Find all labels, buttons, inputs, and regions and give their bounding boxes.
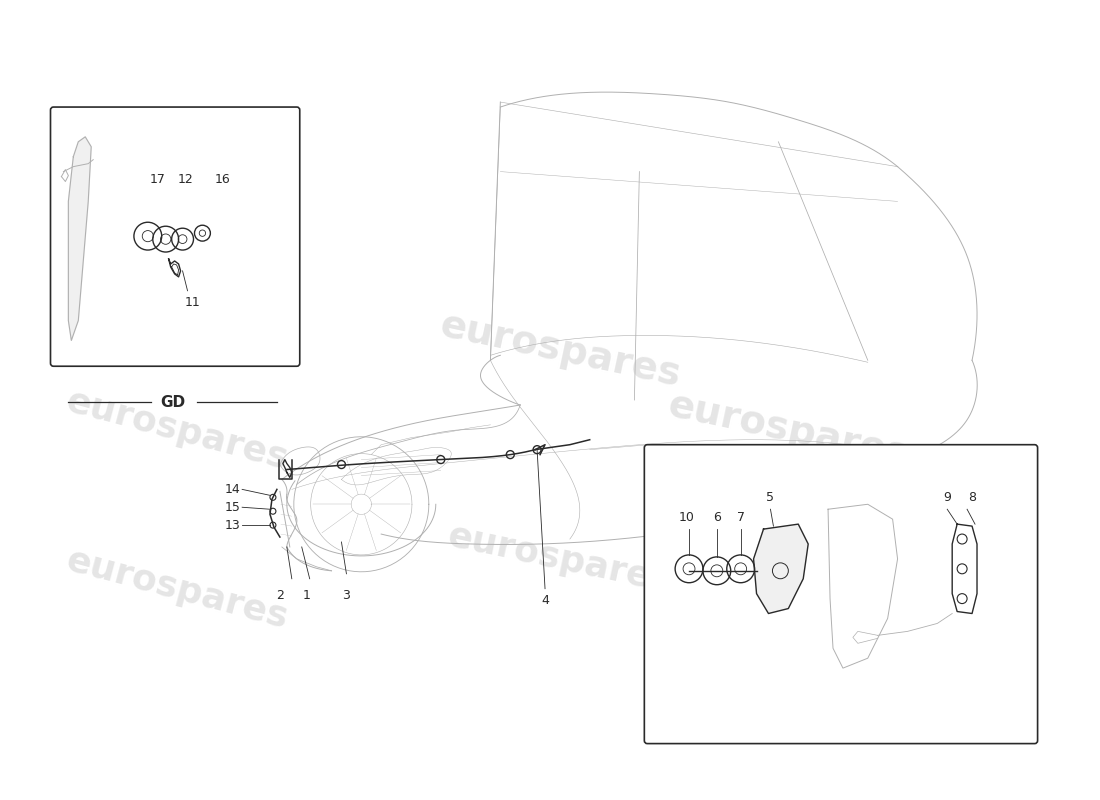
Polygon shape bbox=[68, 137, 91, 341]
Text: 7: 7 bbox=[737, 511, 745, 524]
Text: 11: 11 bbox=[185, 296, 200, 309]
Text: eurospares: eurospares bbox=[664, 386, 912, 474]
Text: 9: 9 bbox=[944, 491, 952, 504]
Text: 15: 15 bbox=[224, 501, 240, 514]
Text: 5: 5 bbox=[767, 491, 774, 504]
Text: 13: 13 bbox=[224, 518, 240, 532]
Text: 1: 1 bbox=[302, 589, 310, 602]
Text: 10: 10 bbox=[679, 511, 695, 524]
Text: eurospares: eurospares bbox=[444, 518, 675, 599]
Text: 16: 16 bbox=[214, 174, 230, 186]
Polygon shape bbox=[754, 524, 808, 614]
Text: 2: 2 bbox=[276, 589, 284, 602]
Text: eurospares: eurospares bbox=[436, 306, 684, 394]
Text: GD: GD bbox=[161, 395, 185, 410]
Text: 6: 6 bbox=[713, 511, 721, 524]
FancyBboxPatch shape bbox=[645, 445, 1037, 743]
FancyBboxPatch shape bbox=[51, 107, 299, 366]
Text: eurospares: eurospares bbox=[63, 542, 293, 634]
Text: 12: 12 bbox=[178, 174, 194, 186]
Text: 4: 4 bbox=[541, 594, 549, 606]
Text: 3: 3 bbox=[342, 589, 351, 602]
Text: 17: 17 bbox=[150, 174, 166, 186]
Text: eurospares: eurospares bbox=[63, 384, 293, 476]
Text: 14: 14 bbox=[224, 483, 240, 496]
Text: 8: 8 bbox=[968, 491, 976, 504]
